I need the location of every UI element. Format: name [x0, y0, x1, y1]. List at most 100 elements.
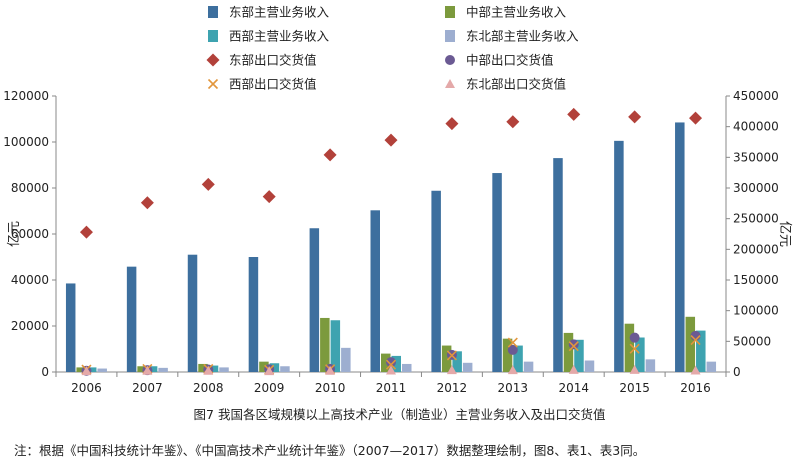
bar	[137, 366, 147, 372]
left-axis-label: 亿元	[7, 221, 22, 247]
marker-circle	[507, 344, 518, 355]
markers	[79, 107, 703, 376]
bars	[65, 122, 717, 372]
marker-circle	[568, 339, 579, 350]
right-tick-label: 50000	[733, 334, 771, 348]
marker-x	[207, 78, 219, 90]
legend-label: 西部主营业务收入	[229, 29, 330, 44]
left-tick-label: 60000	[11, 227, 49, 241]
bar	[645, 359, 656, 372]
marker-x	[385, 359, 397, 370]
legend-label: 东北部主营业务收入	[466, 29, 579, 44]
marker-circle	[386, 357, 396, 368]
bar	[696, 330, 706, 372]
figure-caption: 图7 我国各区域规模以上高技术产业（制造业）主营业务收入及出口交货值	[193, 407, 606, 422]
marker-triangle	[386, 365, 396, 375]
legend-label: 中部出口交货值	[466, 53, 554, 68]
bar	[675, 122, 685, 372]
bar	[431, 190, 441, 372]
right-axis-label: 亿元	[777, 221, 792, 247]
marker-diamond	[689, 111, 703, 125]
marker-diamond	[628, 110, 642, 124]
bar	[370, 210, 380, 372]
legend-swatch	[445, 6, 455, 18]
source-note: 注：根据《中国科技统计年鉴》、《中国高技术产业统计年鉴》（2007—2017）数…	[14, 443, 646, 458]
legend-item: 东北部出口交货值	[445, 77, 566, 92]
right-tick-label: 400000	[733, 120, 779, 134]
bar	[614, 140, 624, 372]
legend-item: 西部出口交货值	[207, 77, 317, 92]
right-tick-label: 250000	[733, 212, 779, 226]
bar	[65, 283, 76, 372]
bar	[309, 228, 320, 372]
right-tick-label: 450000	[733, 89, 779, 103]
bar	[97, 368, 107, 372]
legend-label: 东部主营业务收入	[229, 5, 330, 20]
x-tick-label: 2013	[498, 381, 529, 395]
bar	[563, 332, 574, 372]
bar	[187, 254, 198, 372]
marker-diamond	[323, 148, 337, 162]
bar	[86, 367, 97, 372]
bar	[635, 337, 645, 372]
marker-x	[446, 350, 457, 361]
bar	[492, 173, 502, 372]
marker-diamond	[79, 225, 93, 239]
bar	[208, 365, 219, 372]
marker-x-stroke	[568, 341, 579, 352]
marker-x	[629, 343, 640, 354]
marker-circle	[445, 55, 455, 65]
marker-triangle	[445, 79, 455, 88]
marker-diamond	[506, 115, 520, 129]
marker-triangle	[264, 366, 275, 376]
legend-item: 西部主营业务收入	[208, 29, 330, 44]
bar	[452, 351, 462, 372]
x-tick-label: 2009	[254, 381, 285, 395]
left-tick-label: 100000	[3, 135, 49, 149]
marker-triangle	[81, 366, 92, 376]
marker-triangle	[690, 365, 701, 375]
x-tick-label: 2012	[437, 381, 468, 395]
marker-diamond	[445, 117, 459, 131]
x-tick-label: 2006	[71, 381, 102, 395]
left-tick-label: 120000	[3, 89, 49, 103]
bar	[248, 257, 259, 372]
right-tick-label: 350000	[733, 150, 779, 164]
marker-triangle	[325, 365, 336, 375]
legend-swatch	[445, 30, 455, 42]
bar	[553, 158, 563, 372]
marker-triangle	[446, 365, 457, 375]
legend-label: 中部主营业务收入	[466, 5, 567, 20]
bar	[574, 339, 584, 372]
marker-diamond	[384, 133, 398, 147]
marker-diamond	[140, 196, 154, 210]
marker-x	[507, 337, 518, 348]
bar	[320, 317, 330, 372]
legend-label: 东部出口交货值	[229, 53, 317, 68]
bar	[685, 316, 696, 372]
bar	[441, 345, 452, 372]
bar	[280, 366, 290, 372]
marker-triangle	[629, 364, 640, 374]
left-tick-label: 40000	[11, 273, 49, 287]
axes: 0 20000 40000 60000 80000 100000 120000 0 50000 1…	[3, 89, 779, 395]
bar	[259, 361, 269, 372]
marker-triangle	[203, 365, 214, 375]
left-tick-label: 0	[41, 365, 49, 379]
marker-diamond	[567, 107, 581, 121]
right-tick-label: 300000	[733, 181, 779, 195]
left-tick-label: 80000	[11, 181, 49, 195]
marker-diamond	[201, 177, 215, 191]
bar	[269, 363, 280, 372]
bar	[523, 361, 534, 372]
marker-diamond	[262, 190, 276, 204]
bar	[624, 323, 635, 372]
x-tick-label: 2011	[376, 381, 407, 395]
legend-item: 中部主营业务收入	[445, 5, 567, 20]
marker-x-stroke	[446, 350, 457, 361]
marker-triangle	[142, 365, 153, 375]
right-tick-label: 150000	[733, 273, 779, 287]
bar	[341, 347, 351, 372]
